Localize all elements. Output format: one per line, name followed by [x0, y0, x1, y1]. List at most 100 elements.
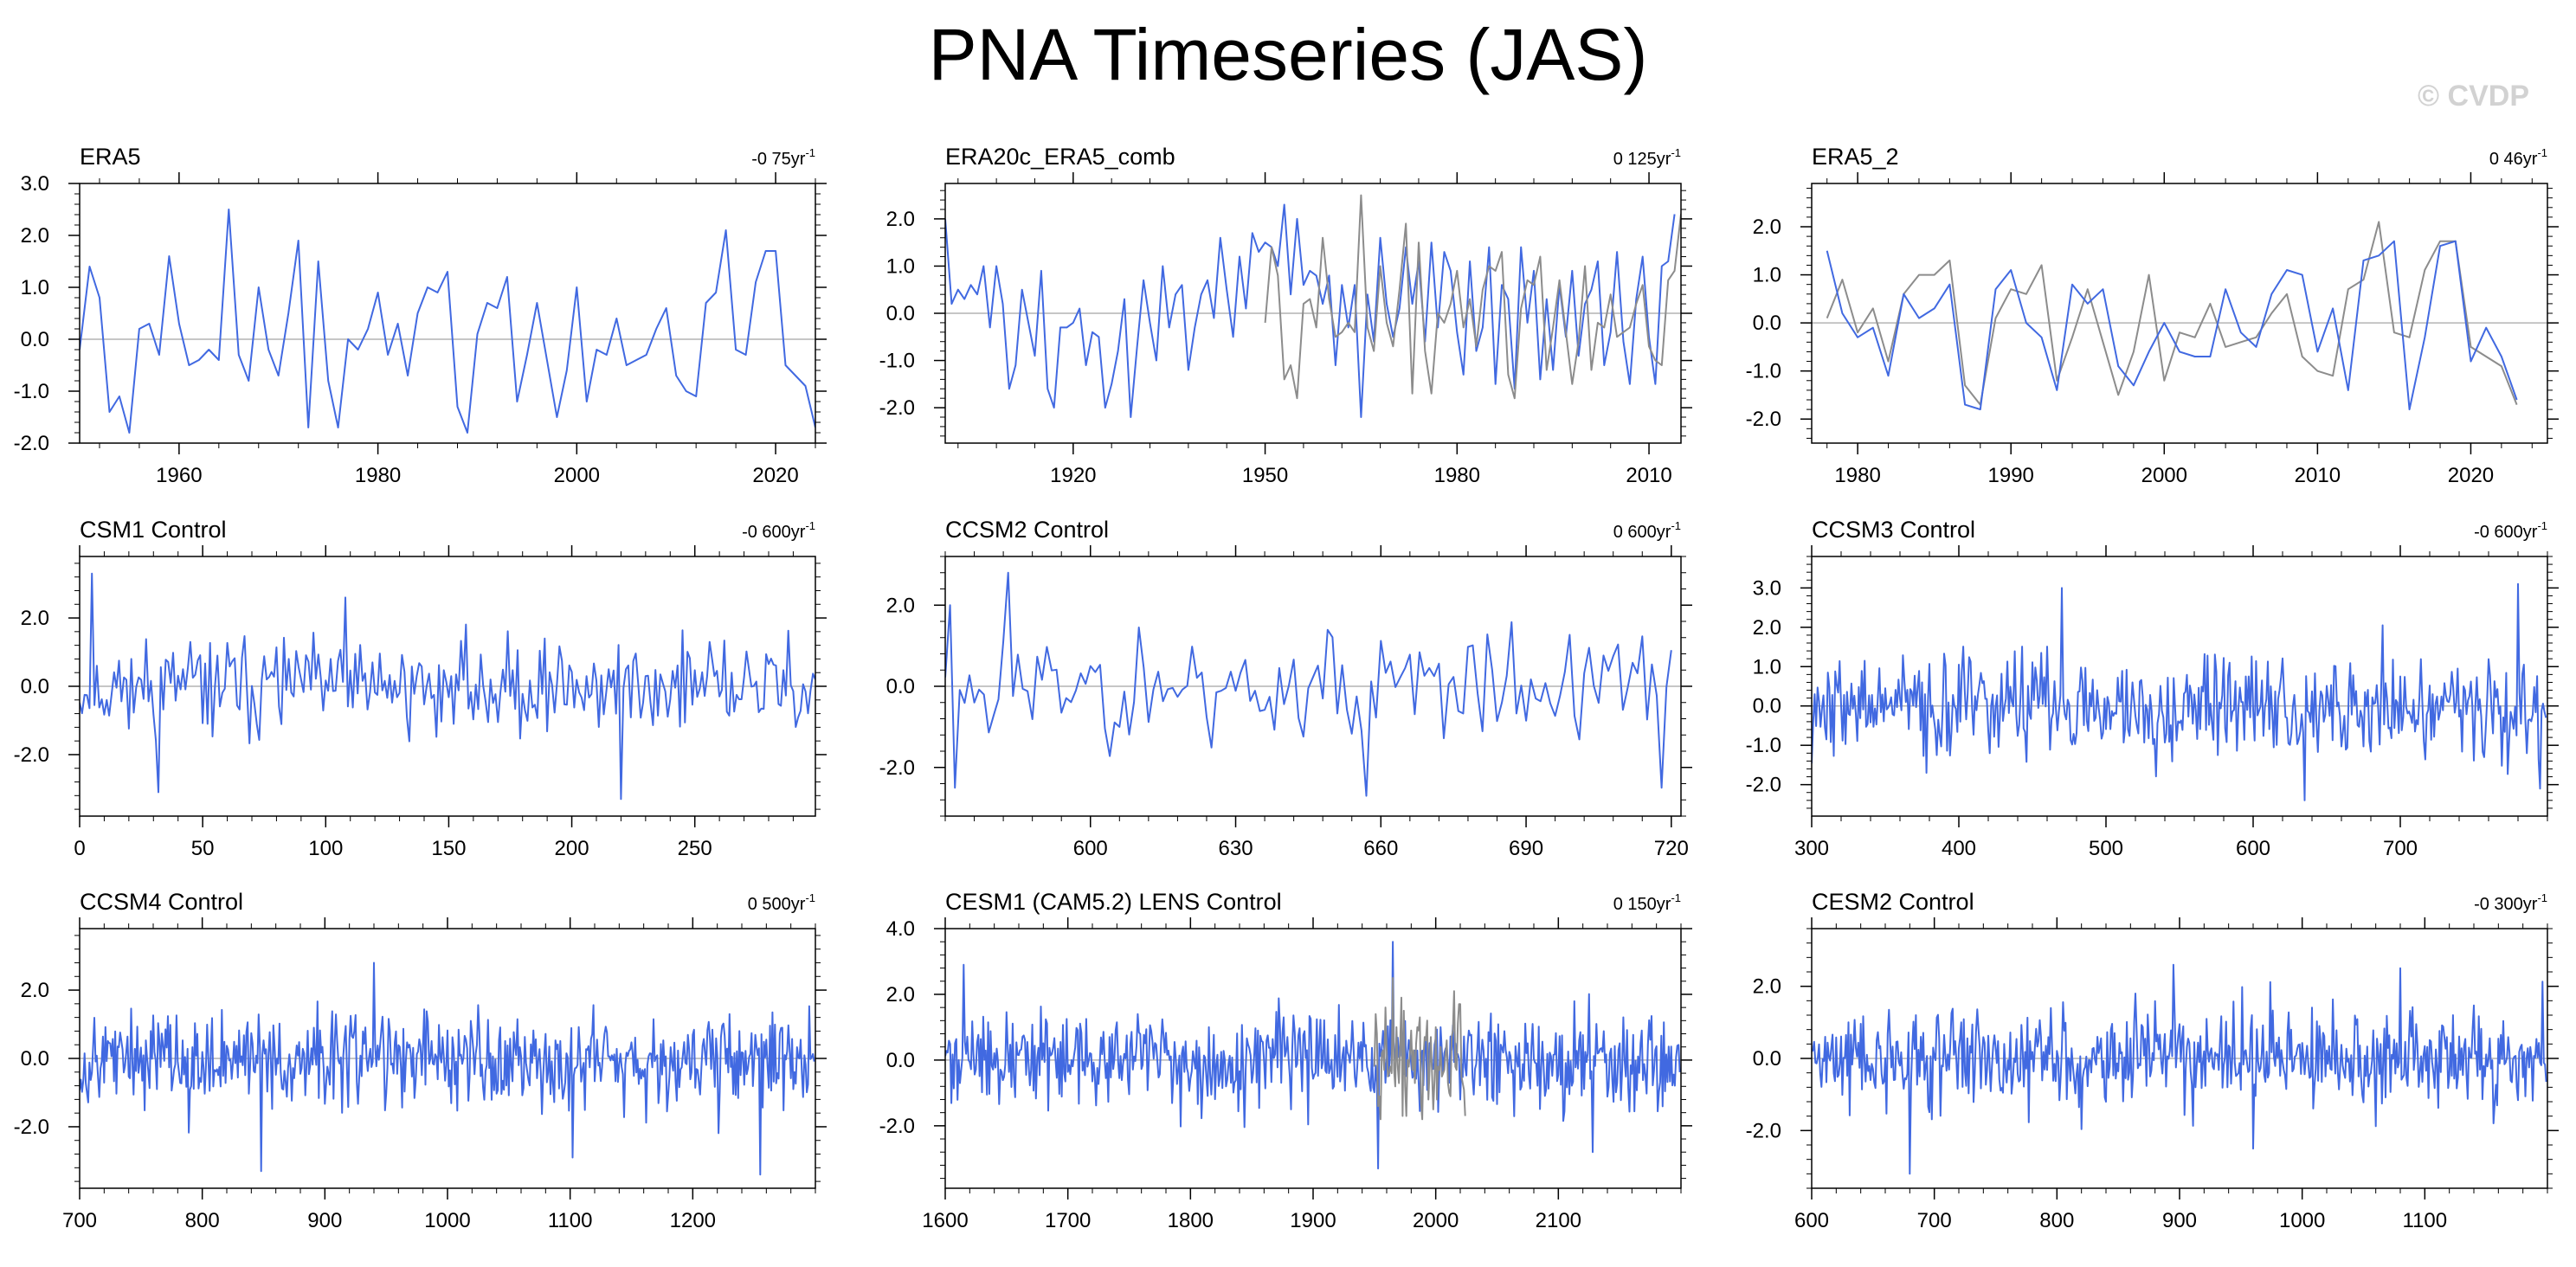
y-tick-label: 0.0	[1753, 1047, 1781, 1071]
y-tick-label: -2.0	[1746, 774, 1781, 797]
y-tick-label: 0.0	[886, 302, 915, 325]
x-tick-label: 630	[1219, 837, 1253, 860]
x-tick-label: 660	[1363, 837, 1398, 860]
plot-frame	[1811, 556, 2548, 817]
y-tick-label: 0.0	[1753, 312, 1781, 335]
y-tick-label: 2.0	[21, 224, 49, 248]
series-line	[1812, 963, 2547, 1175]
trend-unit: -1	[805, 891, 815, 904]
trend-label: 0 600yr-1	[1613, 519, 1681, 542]
panel-title: ERA5	[80, 144, 141, 170]
y-tick-label: -2.0	[14, 432, 49, 455]
x-tick-label: 720	[1654, 837, 1689, 860]
x-tick-label: 900	[2162, 1209, 2197, 1232]
y-tick-label: -1.0	[879, 350, 915, 373]
x-tick-label: 1000	[424, 1209, 470, 1232]
plot-frame	[79, 183, 816, 444]
panel-title: CCSM3 Control	[1812, 517, 1975, 543]
x-tick-label: 1000	[2279, 1209, 2325, 1232]
x-tick-label: 2000	[554, 464, 600, 487]
trend-unit: -1	[805, 519, 815, 532]
y-tick-label: 2.0	[1753, 215, 1781, 239]
x-tick-label: 1900	[1290, 1209, 1336, 1232]
panel-title: CCSM4 Control	[80, 889, 243, 915]
x-tick-label: 2000	[2141, 464, 2187, 487]
x-tick-label: 250	[678, 837, 712, 860]
x-tick-label: 2010	[1626, 464, 1671, 487]
y-tick-label: -1.0	[1746, 360, 1781, 383]
y-tick-label: 0.0	[21, 1047, 49, 1071]
x-tick-label: 1980	[1834, 464, 1880, 487]
y-tick-label: -2.0	[14, 743, 49, 767]
trend-label: -0 300yr-1	[2474, 891, 2547, 914]
series-line	[945, 203, 1676, 418]
trend-unit: -1	[2537, 519, 2547, 532]
panel-title: CESM1 (CAM5.2) LENS Control	[945, 889, 1282, 915]
series-line	[945, 571, 1672, 797]
trend-label: -0 600yr-1	[2474, 519, 2547, 542]
x-tick-label: 600	[1794, 1209, 1829, 1232]
observed-series-line	[1373, 977, 1466, 1121]
x-tick-label: 800	[2039, 1209, 2074, 1232]
panel-ccsm4-control: CCSM4 Control 0 500yr-1 700 800 900 1000 1100 1…	[14, 889, 827, 1232]
x-tick-label: 1100	[2403, 1209, 2448, 1232]
y-tick-label: 1.0	[1753, 655, 1781, 679]
x-tick-label: 2020	[2448, 464, 2494, 487]
y-tick-label: -2.0	[879, 396, 915, 420]
x-tick-label: 700	[62, 1209, 97, 1232]
panel-title: ERA20c_ERA5_comb	[945, 144, 1175, 170]
x-tick-label: 1700	[1045, 1209, 1091, 1232]
y-tick-label: 3.0	[1753, 576, 1781, 600]
trend-label: -0 75yr-1	[751, 146, 815, 169]
panel-era5-2: ERA5_2 0 46yr-1 1980 1990 2000 2010 2020 -2.0 -1…	[1746, 144, 2559, 487]
x-tick-label: 700	[1917, 1209, 1952, 1232]
trend-unit: -1	[805, 146, 815, 159]
series-line	[945, 941, 1681, 1170]
y-tick-label: 2.0	[886, 983, 915, 1007]
trend-label: 0 150yr-1	[1613, 891, 1681, 914]
trend-label: 0 46yr-1	[2489, 146, 2547, 169]
y-tick-label: -1.0	[14, 380, 49, 403]
y-tick-label: 2.0	[1753, 616, 1781, 640]
series-line	[80, 962, 815, 1176]
x-tick-label: 2000	[1413, 1209, 1459, 1232]
x-tick-label: 1600	[922, 1209, 968, 1232]
x-tick-label: 2010	[2295, 464, 2341, 487]
trend-label: -0 600yr-1	[742, 519, 815, 542]
panel-title: ERA5_2	[1812, 144, 1899, 170]
panel-cesm2-control: CESM2 Control -0 300yr-1 600 700 800 900 1000 1…	[1746, 889, 2559, 1232]
x-tick-label: 1960	[156, 464, 202, 487]
y-tick-label: 0.0	[886, 675, 915, 698]
y-tick-label: -2.0	[879, 1115, 915, 1138]
x-tick-label: 0	[74, 837, 85, 860]
watermark: © CVDP	[2418, 80, 2529, 113]
y-tick-label: 0.0	[21, 675, 49, 698]
x-tick-label: 500	[2089, 837, 2123, 860]
series-line	[1812, 582, 2547, 801]
x-tick-label: 50	[191, 837, 215, 860]
panel-csm1-control: CSM1 Control -0 600yr-1 0 50 100 150 200 250 -2.…	[14, 517, 827, 860]
x-tick-label: 400	[1942, 837, 1976, 860]
x-tick-label: 1800	[1168, 1209, 1214, 1232]
y-tick-label: 2.0	[886, 208, 915, 231]
trend-label: 0 500yr-1	[748, 891, 815, 914]
trend-unit: -1	[1671, 146, 1681, 159]
x-tick-label: 300	[1794, 837, 1829, 860]
y-tick-label: 2.0	[1753, 975, 1781, 999]
series-line	[1826, 240, 2518, 411]
y-tick-label: 0.0	[1753, 695, 1781, 718]
y-tick-label: 1.0	[1753, 264, 1781, 287]
x-tick-label: 600	[1073, 837, 1108, 860]
x-tick-label: 100	[308, 837, 343, 860]
y-tick-label: 1.0	[21, 276, 49, 299]
x-tick-label: 2100	[1536, 1209, 1581, 1232]
x-tick-label: 600	[2236, 837, 2270, 860]
y-tick-label: -2.0	[879, 756, 915, 780]
x-tick-label: 200	[555, 837, 589, 860]
x-tick-label: 150	[431, 837, 466, 860]
observed-series-line	[1826, 221, 2518, 406]
panel-cesm1-cam5-2-lens-control: CESM1 (CAM5.2) LENS Control 0 150yr-1 1600…	[879, 889, 1692, 1232]
series-line	[80, 572, 815, 801]
observed-series-line	[1264, 194, 1681, 400]
